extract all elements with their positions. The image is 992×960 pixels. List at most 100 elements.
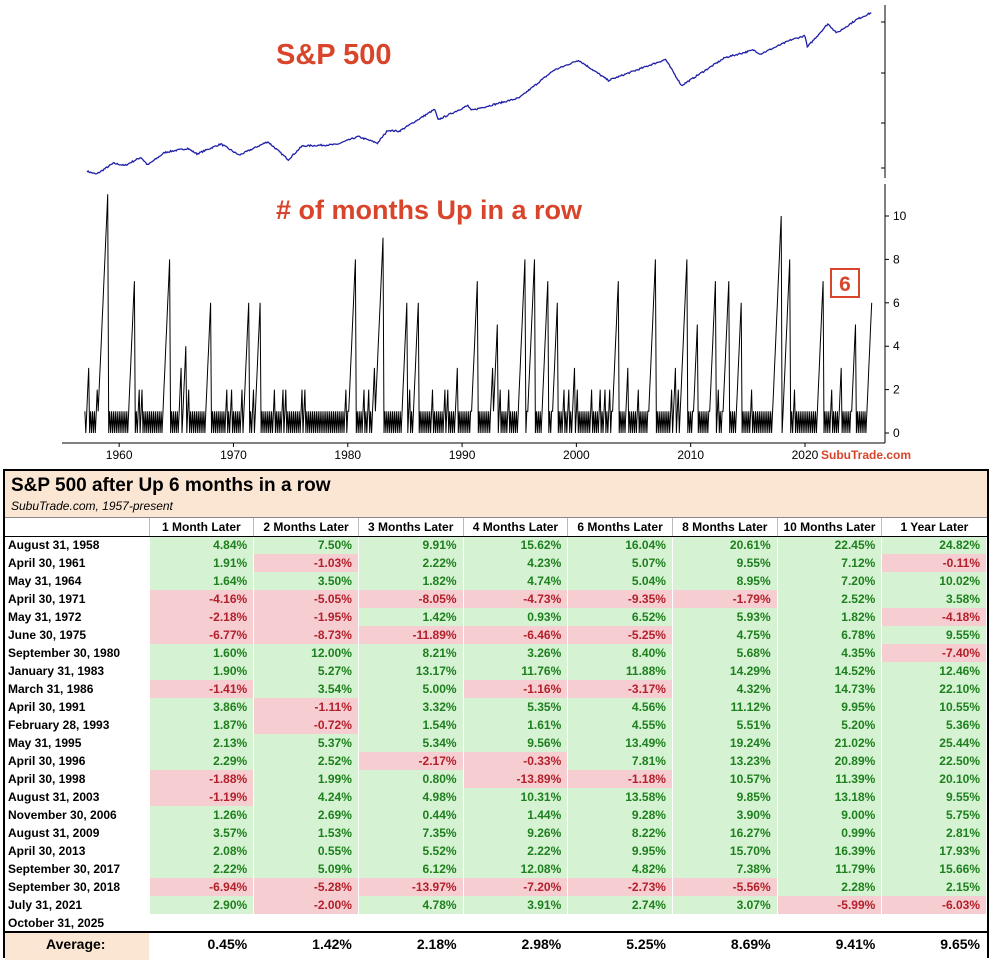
table-cell: 12.46%: [881, 662, 987, 680]
table-cell: -4.16%: [149, 590, 255, 608]
table-cell: -1.18%: [567, 770, 673, 788]
row-date: June 30, 1975: [5, 626, 150, 644]
table-cell: 24.82%: [881, 536, 987, 554]
table-cell: [567, 914, 673, 932]
y-tick-label: 2: [893, 383, 900, 397]
table-cell: -13.97%: [358, 878, 464, 896]
table-cell: 25.44%: [881, 734, 987, 752]
table-cell: 11.79%: [777, 860, 883, 878]
table-cell: 1.61%: [463, 716, 569, 734]
summary-label: % Positive:: [5, 954, 150, 960]
table-cell: -8.05%: [358, 590, 464, 608]
table-cell: 2.22%: [149, 860, 255, 878]
table-cell: -5.28%: [253, 878, 359, 896]
table-cell: -1.03%: [253, 554, 359, 572]
table-cell: 6.12%: [358, 860, 464, 878]
table-cell: 5.75%: [881, 806, 987, 824]
table-header: S&P 500 after Up 6 months in a row SubuT…: [5, 471, 987, 518]
table-cell: -2.00%: [253, 896, 359, 914]
table-row: April 30, 1991 3.86% -1.11% 3.32% 5.35% 4.56%…: [5, 698, 987, 716]
row-date: April 30, 2013: [5, 842, 150, 860]
table-title: S&P 500 after Up 6 months in a row: [11, 475, 331, 496]
row-date: September 30, 2018: [5, 878, 150, 896]
summary-cell: 81%: [358, 954, 464, 960]
table-cell: -4.18%: [881, 608, 987, 626]
table-cell: -6.46%: [463, 626, 569, 644]
table-cell: 13.23%: [672, 752, 778, 770]
x-tick-label: 1970: [220, 448, 247, 462]
row-date: November 30, 2006: [5, 806, 150, 824]
table-cell: [253, 914, 359, 932]
table-cell: 1.53%: [253, 824, 359, 842]
row-date: March 31, 1986: [5, 680, 150, 698]
table-row: May 31, 1995 2.13% 5.37% 5.34% 9.56% 13.49% 19…: [5, 734, 987, 752]
table-cell: 1.87%: [149, 716, 255, 734]
table-cell: -6.77%: [149, 626, 255, 644]
table-cell: -7.40%: [881, 644, 987, 662]
table-cell: 5.37%: [253, 734, 359, 752]
table-cell: 7.38%: [672, 860, 778, 878]
table-cell: 9.28%: [567, 806, 673, 824]
row-date: May 31, 1972: [5, 608, 150, 626]
y-tick-label: 10: [893, 209, 907, 223]
table-cell: -13.89%: [463, 770, 569, 788]
table-cell: 4.35%: [777, 644, 883, 662]
table-cell: 15.70%: [672, 842, 778, 860]
results-table: 1 Month Later 2 Months Later 3 Months Late…: [5, 518, 987, 960]
table-cell: -2.73%: [567, 878, 673, 896]
row-date: August 31, 2009: [5, 824, 150, 842]
table-cell: -1.79%: [672, 590, 778, 608]
table-cell: 5.07%: [567, 554, 673, 572]
table-cell: -4.73%: [463, 590, 569, 608]
table-cell: 16.27%: [672, 824, 778, 842]
table-cell: 4.98%: [358, 788, 464, 806]
table-cell: 11.39%: [777, 770, 883, 788]
table-cell: 7.35%: [358, 824, 464, 842]
table-row: August 31, 1958 4.84% 7.50% 9.91% 15.62% 16.0…: [5, 536, 987, 554]
table-cell: 5.20%: [777, 716, 883, 734]
streak-chart: 0 2 4 6 8 10 1960 1970 1980 1990 2000 2010 2020 # of…: [62, 184, 911, 462]
table-cell: 7.12%: [777, 554, 883, 572]
table-cell: 0.55%: [253, 842, 359, 860]
table-cell: 10.55%: [881, 698, 987, 716]
x-tick-label: 2000: [563, 448, 590, 462]
table-cell: 5.68%: [672, 644, 778, 662]
column-header: 8 Months Later: [672, 518, 778, 537]
sp500-chart: S&P 500: [86, 5, 886, 178]
table-cell: 2.13%: [149, 734, 255, 752]
table-cell: 15.66%: [881, 860, 987, 878]
column-header: 4 Months Later: [463, 518, 569, 537]
table-cell: 1.44%: [463, 806, 569, 824]
table-cell: 1.26%: [149, 806, 255, 824]
table-cell: 4.84%: [149, 536, 255, 554]
table-cell: [463, 914, 569, 932]
table-cell: -0.72%: [253, 716, 359, 734]
source-label: SubuTrade.com: [821, 448, 911, 462]
row-date: April 30, 1971: [5, 590, 150, 608]
table-cell: 4.56%: [567, 698, 673, 716]
y-tick-label: 0: [893, 426, 900, 440]
table-row: September 30, 2018 -6.94% -5.28% -13.97% -7.…: [5, 878, 987, 896]
x-tick-label: 2020: [792, 448, 819, 462]
table-cell: 1.90%: [149, 662, 255, 680]
table-cell: 13.49%: [567, 734, 673, 752]
table-cell: 2.81%: [881, 824, 987, 842]
streak-series-line: [84, 194, 873, 434]
table-cell: -5.25%: [567, 626, 673, 644]
table-cell: 13.18%: [777, 788, 883, 806]
table-row: April 30, 1996 2.29% 2.52% -2.17% -0.33% 7.81…: [5, 752, 987, 770]
results-table-panel: S&P 500 after Up 6 months in a row SubuT…: [3, 469, 989, 960]
table-row: April 30, 1998 -1.88% 1.99% 0.80% -13.89% -1.…: [5, 770, 987, 788]
table-cell: -1.41%: [149, 680, 255, 698]
sp500-chart-title: S&P 500: [276, 39, 392, 71]
table-cell: 0.44%: [358, 806, 464, 824]
summary-cell: 90%: [672, 954, 778, 960]
table-cell: 2.22%: [463, 842, 569, 860]
table-row: October 31, 2025: [5, 914, 987, 932]
table-row: August 31, 2003 -1.19% 4.24% 4.98% 10.31% 13.…: [5, 788, 987, 806]
table-cell: [777, 914, 883, 932]
table-cell: 5.00%: [358, 680, 464, 698]
table-cell: 12.00%: [253, 644, 359, 662]
table-cell: 20.10%: [881, 770, 987, 788]
table-cell: 1.82%: [358, 572, 464, 590]
